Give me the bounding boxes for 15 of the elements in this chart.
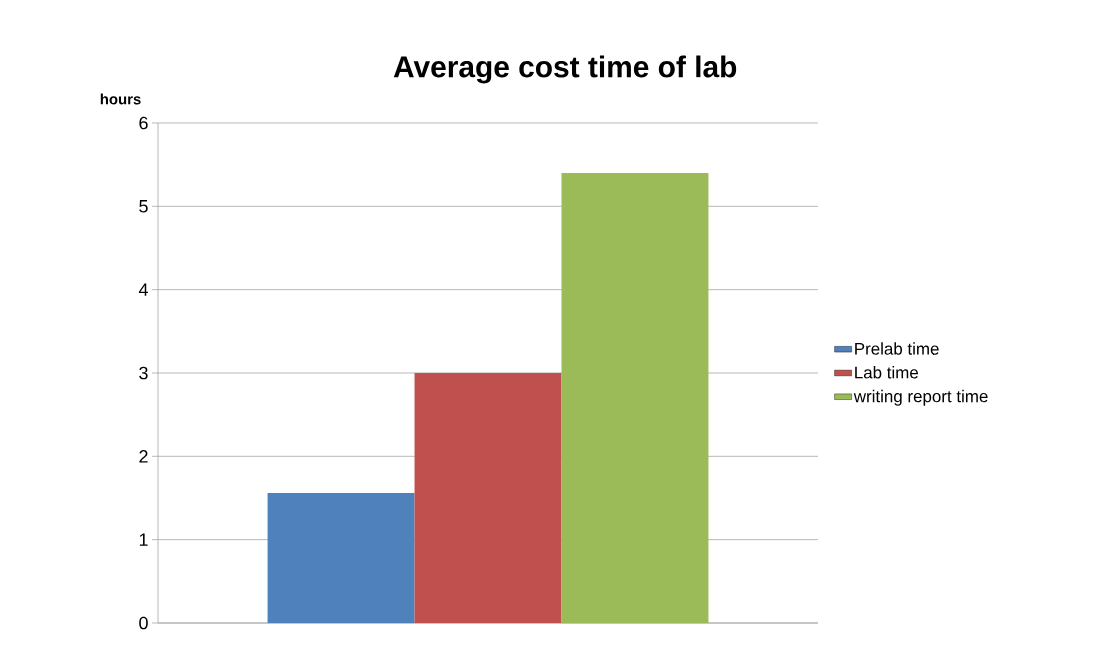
- bar: [561, 172, 709, 623]
- y-tick-label: 3: [139, 366, 148, 380]
- bar: [267, 492, 415, 623]
- y-tick-label: 5: [139, 200, 148, 213]
- y-tick-label: 2: [139, 450, 148, 463]
- legend-label: Lab time: [855, 366, 918, 379]
- bar: [414, 372, 562, 623]
- y-tick-label: 0: [139, 616, 148, 630]
- y-tick-label: 6: [139, 116, 148, 130]
- y-axis-title: hours: [100, 93, 141, 105]
- chart-title: Average cost time of lab: [393, 55, 737, 84]
- legend-label: Prelab time: [855, 342, 939, 355]
- y-tick-label: 4: [138, 283, 148, 296]
- legend-label: writing report time: [853, 389, 988, 406]
- y-tick-label: 1: [139, 533, 148, 546]
